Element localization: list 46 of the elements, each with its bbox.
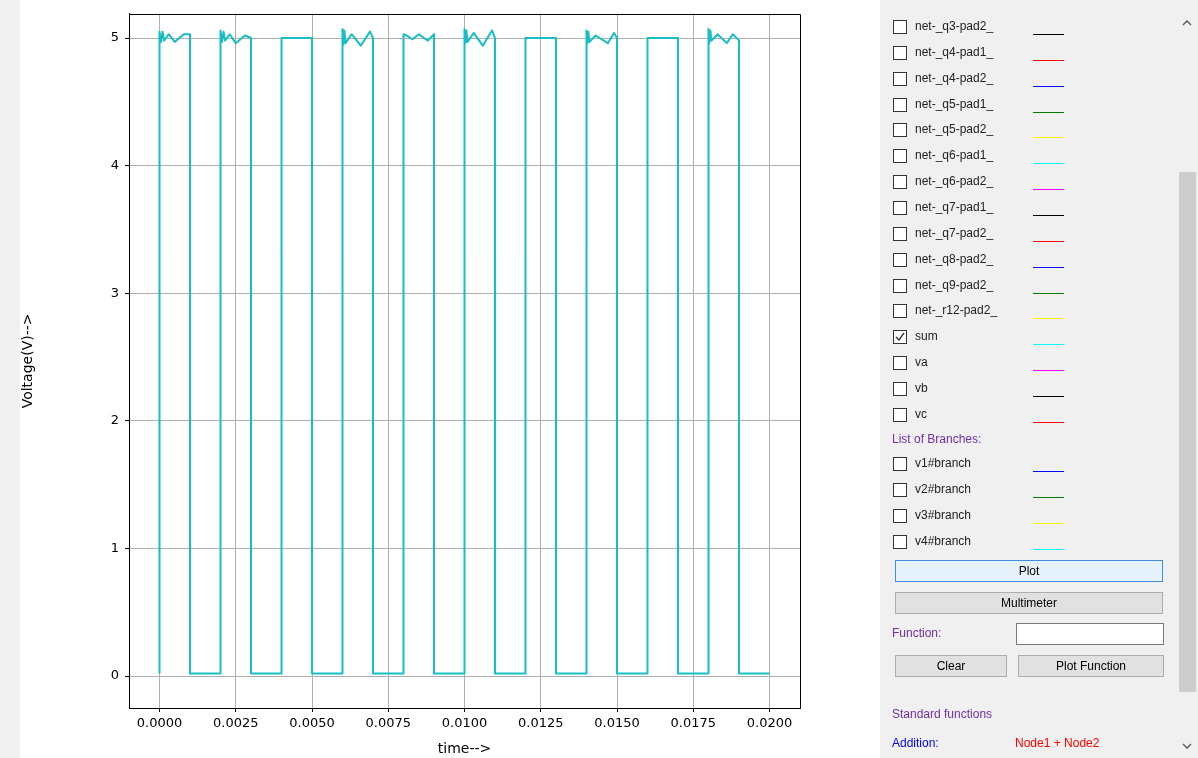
y-tick-label: 3 xyxy=(110,284,119,300)
button: Clear xyxy=(895,655,1007,677)
text: net-_q4-pad1_ xyxy=(915,44,994,59)
button: Plot xyxy=(895,560,1163,582)
button: Multimeter xyxy=(895,592,1163,614)
text: v3#branch xyxy=(915,508,972,522)
text: vb xyxy=(915,380,928,395)
text: Addition: xyxy=(892,736,939,750)
text: net-_q6-pad2_ xyxy=(915,174,994,189)
text: net-_r12-pad2_ xyxy=(915,303,998,318)
text: net-_q7-pad1_ xyxy=(915,199,994,214)
text: sum xyxy=(915,329,938,344)
x-tick-label: 0.0000 xyxy=(136,715,183,731)
text: net-_q7-pad2_ xyxy=(915,225,994,240)
text: Standard functions xyxy=(892,707,993,721)
text: Node1 + Node2 xyxy=(1015,736,1100,750)
y-tick-label: 0 xyxy=(110,667,119,683)
x-tick-label: 0.0200 xyxy=(746,715,793,731)
text: net-_q8-pad2_ xyxy=(915,251,994,266)
x-tick-label: 0.0100 xyxy=(441,715,488,731)
x-tick-label: 0.0025 xyxy=(213,715,259,731)
text: net-_q5-pad2_ xyxy=(915,122,994,137)
button: Plot Function xyxy=(1018,655,1164,677)
y-tick-label: 1 xyxy=(110,539,119,555)
y-tick-label: 5 xyxy=(110,29,119,45)
text: List of Branches: xyxy=(892,432,982,446)
y-tick-label: 4 xyxy=(110,157,119,173)
y-tick-label: 2 xyxy=(110,412,119,428)
text: net-_q3-pad2_ xyxy=(915,19,994,33)
x-tick-label: 0.0125 xyxy=(518,715,564,731)
text: v4#branch xyxy=(915,534,972,548)
x-tick-label: 0.0050 xyxy=(289,715,335,731)
text: va xyxy=(915,355,928,370)
x-tick-label: 0.0175 xyxy=(670,715,716,731)
text: v2#branch xyxy=(915,482,972,496)
x-tick-label: 0.0150 xyxy=(594,715,640,731)
text: net-_q9-pad2_ xyxy=(915,277,994,292)
x-axis-title: time--> xyxy=(437,740,492,757)
text: net-_q5-pad1_ xyxy=(915,96,994,111)
text: net-_q4-pad2_ xyxy=(915,70,994,85)
y-axis-title: Voltage(V)--> xyxy=(19,313,36,409)
text: Function: xyxy=(892,626,942,640)
text: vc xyxy=(915,406,927,421)
text: v1#branch xyxy=(915,456,972,470)
text: net-_q6-pad1_ xyxy=(915,148,994,163)
x-tick-label: 0.0075 xyxy=(365,715,411,731)
